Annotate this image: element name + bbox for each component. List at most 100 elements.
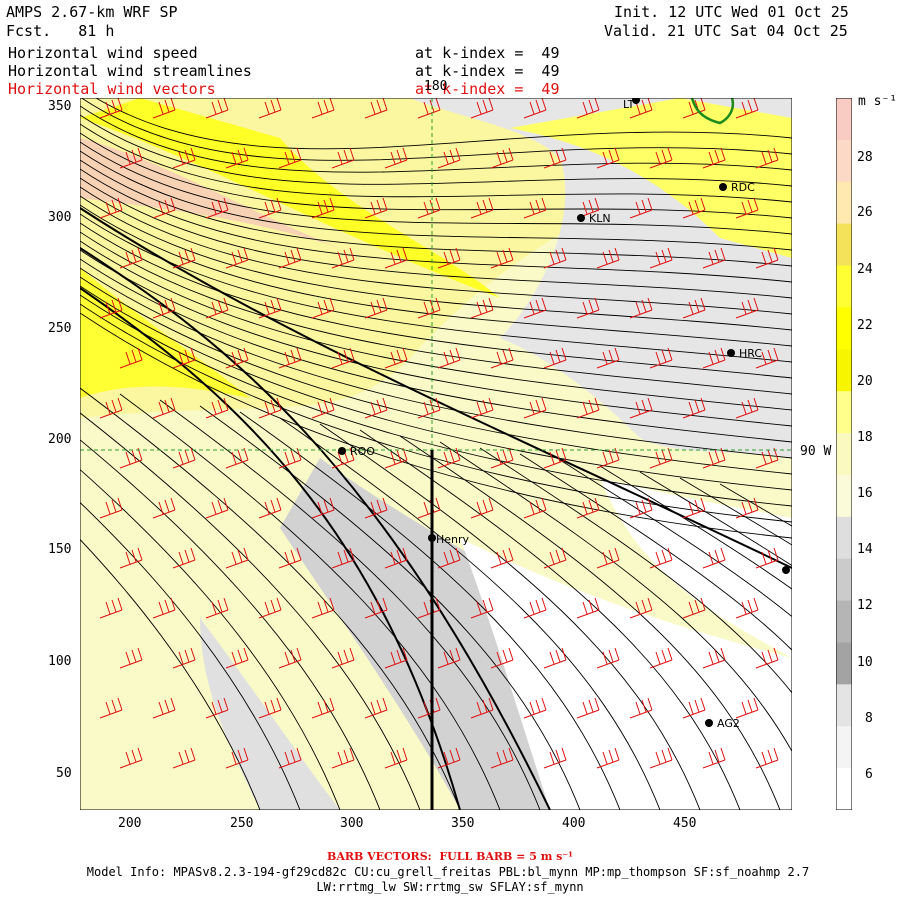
colorbar-block bbox=[836, 307, 852, 350]
wind-barb bbox=[629, 197, 653, 219]
station-label: LT bbox=[623, 98, 635, 111]
colorbar-label: 14 bbox=[857, 542, 873, 557]
station-label: ROO bbox=[350, 445, 375, 458]
streamline bbox=[80, 177, 792, 299]
wind-barb bbox=[490, 747, 514, 769]
wind-barb bbox=[205, 697, 229, 719]
station-marker bbox=[782, 566, 790, 574]
wind-barb bbox=[523, 98, 547, 119]
streamline bbox=[479, 447, 792, 694]
wind-barb bbox=[437, 347, 461, 369]
wind-barb bbox=[311, 197, 335, 219]
streamline bbox=[679, 477, 792, 546]
field-level-speed: at k-index = 49 bbox=[415, 44, 560, 62]
wind-barb bbox=[437, 547, 461, 569]
streamline bbox=[80, 114, 792, 187]
station-label: Henry bbox=[436, 533, 470, 546]
streamline bbox=[80, 276, 792, 475]
x-tick: 350 bbox=[451, 816, 475, 831]
wind-barb bbox=[99, 597, 123, 619]
streamline bbox=[80, 231, 792, 395]
field-name-streamlines: Horizontal wind streamlines bbox=[8, 62, 252, 80]
wind-barb bbox=[755, 447, 779, 469]
y-tick: 150 bbox=[48, 542, 72, 557]
colorbar-block bbox=[836, 558, 852, 602]
wind-barb bbox=[682, 98, 706, 119]
speed-band-10b bbox=[200, 618, 340, 810]
wind-barb bbox=[490, 147, 514, 169]
streamline bbox=[399, 435, 781, 810]
wind-barb bbox=[523, 197, 547, 219]
wind-barb bbox=[523, 697, 547, 719]
colorbar-block bbox=[836, 98, 852, 141]
meridian-label: 180 bbox=[424, 79, 448, 94]
field-level-vectors: at k-index = 49 bbox=[415, 80, 560, 98]
colorbar-block bbox=[836, 684, 852, 727]
wind-barb bbox=[596, 147, 620, 169]
wind-barb bbox=[437, 247, 461, 269]
wind-barb bbox=[543, 747, 567, 769]
station-henry: Henry bbox=[428, 533, 470, 546]
x-tick: 300 bbox=[340, 816, 364, 831]
wind-barb bbox=[523, 397, 547, 419]
wind-barb bbox=[311, 297, 335, 319]
wind-barb bbox=[384, 647, 408, 669]
wind-barb bbox=[364, 597, 388, 619]
x-tick: 450 bbox=[673, 816, 697, 831]
wind-barb bbox=[682, 697, 706, 719]
wind-barb bbox=[682, 597, 706, 619]
wind-barb bbox=[278, 647, 302, 669]
wind-barb bbox=[755, 247, 779, 269]
wind-barb bbox=[490, 347, 514, 369]
wind-barb bbox=[649, 447, 673, 469]
wind-barb bbox=[331, 447, 355, 469]
speed-band-26 bbox=[80, 138, 340, 248]
station-kln: KLN bbox=[577, 212, 611, 225]
streamline bbox=[80, 249, 792, 427]
wind-barb bbox=[735, 397, 759, 419]
streamline bbox=[80, 150, 792, 251]
wind-barb bbox=[152, 98, 176, 119]
wind-barb bbox=[417, 497, 441, 519]
wind-barb bbox=[119, 147, 143, 169]
wind-barb bbox=[755, 347, 779, 369]
wind-barb bbox=[470, 297, 494, 319]
wind-barb bbox=[470, 697, 494, 719]
colorbar-unit: m s⁻¹ bbox=[858, 94, 898, 109]
parallel-label: 90 W bbox=[800, 444, 832, 459]
wind-barb bbox=[384, 247, 408, 269]
wind-barb bbox=[470, 397, 494, 419]
wind-barb bbox=[205, 597, 229, 619]
wind-barb bbox=[384, 147, 408, 169]
wind-barb bbox=[543, 347, 567, 369]
colorbar-label: 24 bbox=[857, 262, 873, 277]
wind-barb bbox=[152, 197, 176, 219]
streamline bbox=[439, 441, 792, 753]
streamline bbox=[80, 141, 792, 235]
wind-barb bbox=[278, 147, 302, 169]
field-name-vectors: Horizontal wind vectors bbox=[8, 80, 216, 98]
colorbar-block bbox=[836, 433, 852, 476]
streamline bbox=[80, 207, 792, 569]
wind-barbs bbox=[99, 98, 779, 769]
wind-barb bbox=[172, 747, 196, 769]
streamline bbox=[80, 123, 792, 203]
wind-barb bbox=[364, 197, 388, 219]
wind-barb bbox=[364, 497, 388, 519]
wind-barb bbox=[225, 247, 249, 269]
streamline bbox=[80, 439, 381, 810]
colorbar-block bbox=[836, 726, 852, 769]
wind-barb bbox=[99, 297, 123, 319]
streamline bbox=[80, 204, 792, 347]
wind-barb bbox=[364, 297, 388, 319]
station-ag2: AG2 bbox=[705, 717, 740, 730]
y-tick: 250 bbox=[48, 321, 72, 336]
colorbar-block bbox=[836, 181, 852, 225]
wind-barb bbox=[702, 547, 726, 569]
wind-barb bbox=[543, 247, 567, 269]
wind-barb bbox=[649, 747, 673, 769]
wind-barb bbox=[99, 197, 123, 219]
wind-barb bbox=[152, 597, 176, 619]
wind-barb bbox=[470, 98, 494, 119]
wind-barb bbox=[119, 547, 143, 569]
